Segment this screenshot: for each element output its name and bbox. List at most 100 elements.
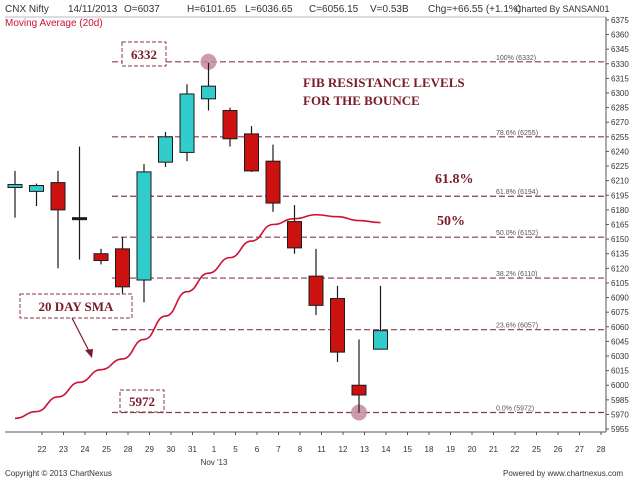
y-tick-label: 6180	[611, 206, 629, 215]
fib-618-callout: 61.8%	[435, 172, 474, 187]
y-tick-label: 6360	[611, 31, 629, 40]
x-tick-label: 27	[575, 445, 584, 454]
candle-body	[72, 217, 87, 221]
candle-body	[115, 248, 130, 288]
sma-series	[14, 213, 381, 420]
change-label: Chg=+66.55 (+1.1%)	[428, 4, 521, 15]
sma-label-box	[19, 293, 133, 319]
x-tick-label: 24	[81, 445, 90, 454]
candle	[351, 339, 367, 413]
x-axis-month-label: Nov '13	[201, 458, 228, 467]
y-tick-label: 6105	[611, 279, 629, 288]
title-line-2: FOR THE BOUNCE	[303, 93, 420, 108]
annotations: 6332 5972 FIB RESISTANCE LEVELS FOR THE …	[19, 41, 474, 413]
candle-body	[93, 253, 109, 262]
x-tick-label: 28	[597, 445, 606, 454]
copyright-label: Copyright © 2013 ChartNexus	[5, 469, 112, 478]
x-tick-label: 23	[59, 445, 68, 454]
x-tick-label: 1	[212, 445, 217, 454]
x-tick-label: 22	[38, 445, 47, 454]
candle-body	[373, 330, 388, 350]
y-tick-label: 6150	[611, 235, 629, 244]
candle	[265, 144, 281, 212]
candles	[7, 62, 388, 413]
candle	[373, 285, 388, 350]
x-tick-label: 14	[382, 445, 391, 454]
x-tick-label: 30	[167, 445, 176, 454]
y-tick-label: 6225	[611, 162, 629, 171]
x-tick-label: 15	[403, 445, 412, 454]
y-tick-label: 6120	[611, 264, 629, 273]
candle	[50, 170, 66, 269]
x-tick-label: 31	[188, 445, 197, 454]
x-tick-label: 21	[489, 445, 498, 454]
x-tick-label: 22	[511, 445, 520, 454]
sma-pointer-arrowhead	[85, 349, 93, 358]
candle	[330, 285, 345, 362]
y-tick-label: 6210	[611, 177, 629, 186]
candle-body	[201, 85, 216, 100]
powered-by-label: Powered by www.chartnexus.com	[503, 469, 623, 478]
candle	[136, 164, 152, 303]
x-tick-label: 11	[317, 445, 326, 454]
y-tick-label: 6045	[611, 337, 629, 346]
x-tick-label: 25	[102, 445, 111, 454]
charted-by-label: Charted By SANSAN01	[515, 4, 610, 14]
high-value-label: 6332	[131, 47, 157, 62]
y-tick-label: 6300	[611, 89, 629, 98]
x-tick-label: 13	[360, 445, 369, 454]
candle-body	[330, 298, 345, 353]
x-tick-label: 18	[425, 445, 434, 454]
fib-level-label: 38.2% (6110)	[496, 271, 538, 278]
fib-level-label: 23.6% (6057)	[496, 323, 538, 330]
candle	[222, 107, 238, 147]
fib-level-label: 50.0% (6152)	[496, 230, 538, 237]
close-label: C=6056.15	[309, 4, 359, 15]
indicator-label: Moving Average (20d)	[5, 18, 103, 29]
high-marker	[200, 53, 217, 70]
y-tick-label: 6030	[611, 352, 629, 361]
title-line-1: FIB RESISTANCE LEVELS	[303, 75, 465, 90]
x-tick-label: 28	[124, 445, 133, 454]
candle	[7, 170, 23, 218]
candle	[308, 248, 324, 316]
candle	[287, 205, 302, 254]
volume-label: V=0.53B	[370, 4, 409, 15]
y-tick-label: 6255	[611, 133, 629, 142]
y-tick-label: 6270	[611, 118, 629, 127]
fib-level-label: 78.6% (6255)	[496, 130, 538, 137]
sma-line	[14, 213, 381, 420]
candle	[158, 131, 173, 168]
y-tick-label: 5985	[611, 396, 629, 405]
y-tick-label: 6135	[611, 250, 629, 259]
high-label: H=6101.65	[187, 4, 237, 15]
candle-body	[29, 185, 44, 192]
y-tick-label: 6285	[611, 104, 629, 113]
candle	[93, 248, 109, 265]
candle	[179, 84, 195, 162]
x-axis-ticks: 22 23 24 25 28 29 30 31 1 5 6 7 8 11 12 13 14 15 18 19 20 21 2…	[38, 432, 606, 467]
low-label: L=6036.65	[245, 4, 293, 15]
y-tick-label: 6315	[611, 74, 629, 83]
y-tick-label: 6345	[611, 45, 629, 54]
y-tick-label: 6375	[611, 16, 629, 25]
y-axis-ticks: 5955 5970 5985 6000 6015 6030 6045 6060 6075 6090…	[606, 16, 629, 434]
x-tick-label: 7	[276, 445, 281, 454]
y-tick-label: 6195	[611, 191, 629, 200]
date-label: 14/11/2013	[68, 4, 118, 15]
candle-body	[308, 275, 324, 306]
candle-body	[287, 221, 302, 249]
x-tick-label: 8	[298, 445, 303, 454]
candle-body	[136, 171, 152, 281]
y-tick-label: 6240	[611, 147, 629, 156]
candle-body	[7, 184, 23, 188]
x-tick-label: 12	[339, 445, 348, 454]
candle	[201, 62, 216, 111]
y-tick-label: 6075	[611, 308, 629, 317]
sma-pointer-line	[71, 317, 91, 354]
candle-body	[351, 384, 367, 396]
open-label: O=6037	[124, 4, 160, 15]
high-value-box	[121, 41, 167, 67]
candle	[244, 126, 259, 172]
